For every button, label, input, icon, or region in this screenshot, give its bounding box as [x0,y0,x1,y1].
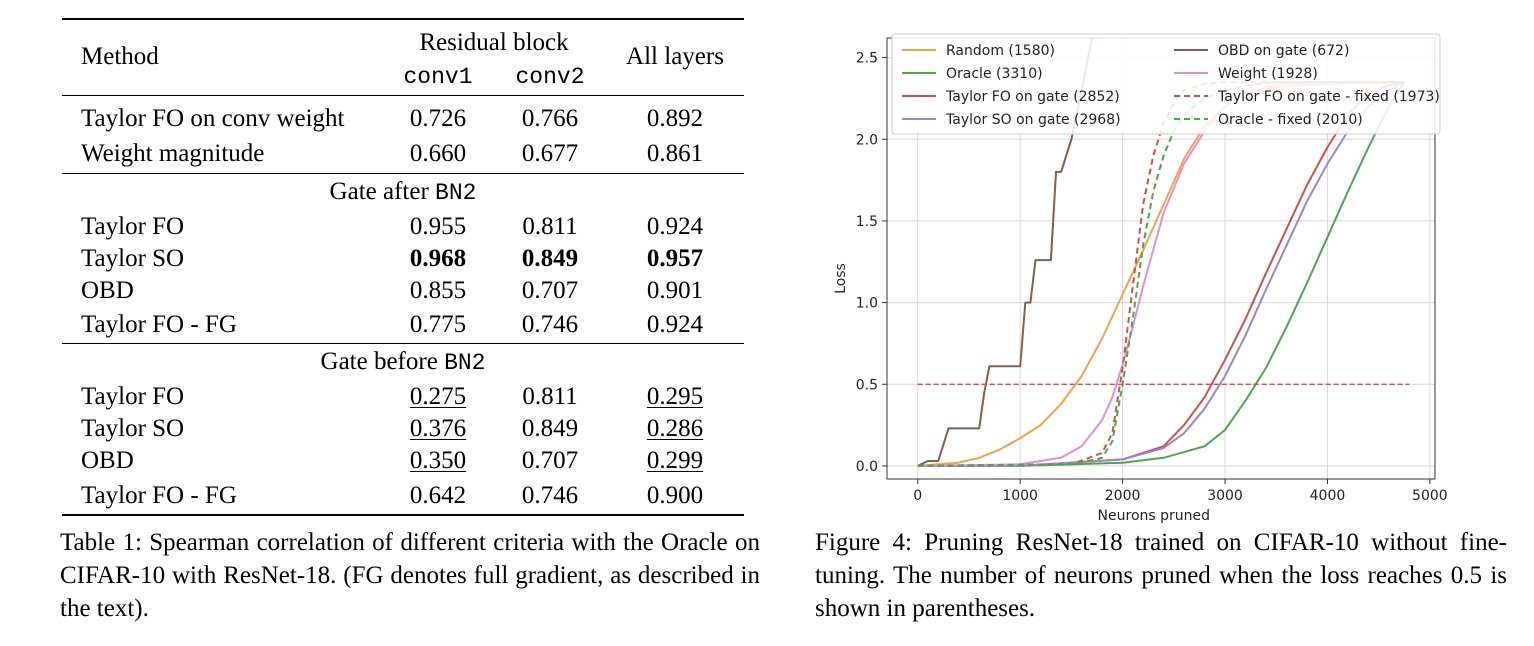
chart-legend: Random (1580) Oracle (3310) Taylor FO on g… [891,33,1441,135]
chart-ticks: 0 1000 2000 3000 4000 5000 0.0 0.5 1.0 1.5 2.0 2.5 [856,51,1448,504]
row-method: Taylor SO [81,415,185,442]
row-conv1: 0.968 [409,245,467,272]
legend-label: Oracle (3310) [946,66,1043,82]
x-tick-label: 5000 [1412,488,1448,504]
loss-chart: 0 1000 2000 3000 4000 50000.00.51.01.52.02.5 … [833,33,1448,524]
row-all: 0.861 [646,139,704,167]
row-conv2: 0.811 [522,383,578,410]
row-conv1: 0.376 [409,415,467,442]
row-all: 0.924 [646,213,704,240]
row-conv1: 0.726 [382,94,494,135]
legend-label: Taylor SO on gate (2968) [945,112,1121,128]
legend-label: Weight (1928) [1218,66,1318,82]
legend-label: Taylor FO on gate - fixed (1973) [1217,89,1440,105]
row-conv2: 0.849 [521,415,579,442]
header-all-layers: All layers [606,18,744,95]
row-conv1: 0.775 [409,310,467,338]
row-method: Taylor SO [81,245,185,272]
row-all: 0.901 [646,277,704,304]
header-residual-block: Residual block [382,18,606,59]
x-tick-label: 4000 [1310,488,1346,504]
header-method: Method [62,18,382,95]
row-all: 0.892 [606,94,744,135]
row-method: Taylor FO - FG [62,477,382,516]
row-conv2: 0.849 [521,245,579,272]
row-conv2: 0.811 [522,213,578,240]
section-title-gate-after: Gate after BN2 [62,172,744,211]
results-table: Method Residual block All layers conv1 c… [62,18,744,516]
series-line [917,81,1406,467]
legend-box [891,33,1441,135]
section-title-code: BN2 [435,179,477,206]
y-tick-label: 0.5 [856,377,878,393]
row-conv2: 0.677 [521,139,579,167]
row-conv1: 0.855 [409,277,467,304]
row-conv1: 0.642 [382,477,494,516]
x-tick-label: 2000 [1105,488,1141,504]
row-conv1: 0.350 [409,447,467,474]
y-axis-label: Loss [833,263,849,294]
row-all: 0.286 [646,415,704,442]
row-method: Taylor FO [81,383,185,410]
row-method: OBD [81,277,134,304]
y-tick-label: 2.0 [856,132,878,148]
row-conv1: 0.955 [409,213,467,240]
header-conv2: conv2 [515,63,585,90]
legend-label: OBD on gate (672) [1218,43,1349,59]
row-all: 0.295 [646,383,704,410]
row-conv2: 0.707 [521,277,579,304]
y-tick-label: 0.0 [856,459,878,475]
row-conv1: 0.660 [409,139,467,167]
loss-chart-figure: 0 1000 2000 3000 4000 5000 0.0 0.5 1.0 1.5 2.0 2.5 … [820,16,1520,528]
series-line [917,38,1103,467]
legend-label: Random (1580) [946,43,1055,59]
results-table-block: Method Residual block All layers conv1 c… [62,18,744,516]
header-conv1: conv1 [403,63,473,90]
x-tick-label: 0 [913,488,922,504]
section-title-text: Gate after [329,177,436,205]
y-tick-label: 1.0 [856,296,878,312]
table-caption: Table 1: Spearman correlation of differe… [60,529,760,622]
row-conv2: 0.746 [521,310,579,338]
x-tick-label: 1000 [1002,488,1038,504]
row-method: Weight magnitude [81,139,265,167]
row-all: 0.957 [646,245,704,272]
y-tick-label: 1.5 [856,214,878,230]
row-conv2: 0.707 [521,447,579,474]
row-method: OBD [81,447,134,474]
section-title-text: Gate before [320,347,445,375]
row-all: 0.924 [646,310,704,338]
section-title-gate-before: Gate before BN2 [62,342,744,381]
row-method: Taylor FO on conv weight [62,94,382,135]
x-axis-label: Neurons pruned [1098,508,1210,524]
row-conv1: 0.275 [409,383,467,410]
y-tick-label: 2.5 [856,51,878,67]
row-conv2: 0.746 [494,477,606,516]
row-method: Taylor FO [81,213,185,240]
figure-caption: Figure 4: Pruning ResNet-18 trained on C… [815,529,1507,622]
row-method: Taylor FO - FG [81,310,237,338]
legend-label: Oracle - fixed (2010) [1218,112,1363,128]
row-conv2: 0.766 [494,94,606,135]
x-tick-label: 3000 [1207,488,1243,504]
row-all: 0.299 [646,447,704,474]
section-title-code: BN2 [444,349,486,376]
row-all: 0.900 [606,477,744,516]
legend-label: Taylor FO on gate (2852) [945,89,1120,105]
